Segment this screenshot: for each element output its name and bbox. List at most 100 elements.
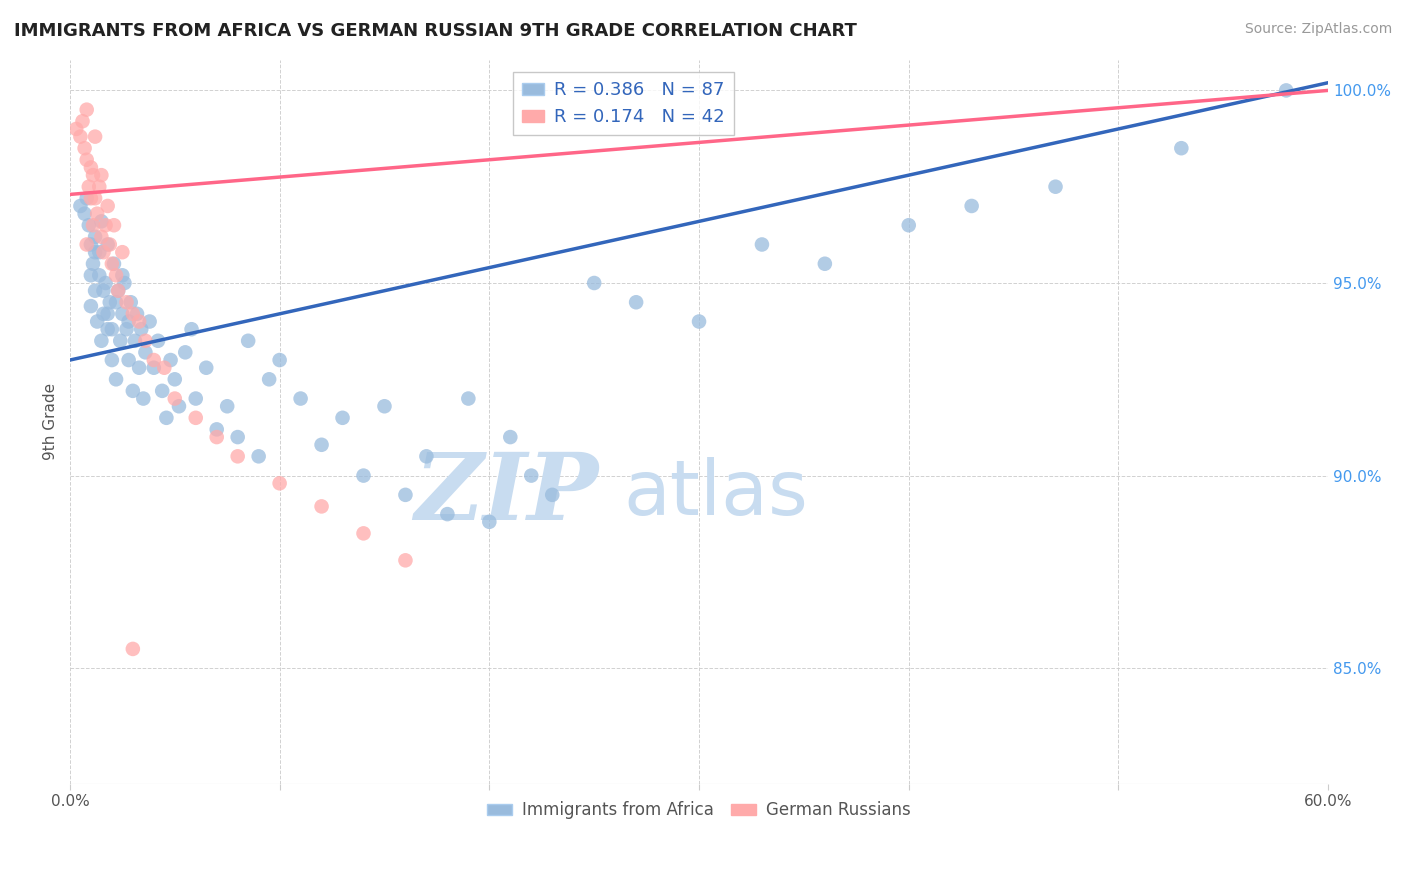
Immigrants from Africa	[415, 450, 437, 464]
Immigrants from Africa	[90, 334, 112, 348]
Immigrants from Africa	[80, 268, 103, 283]
Immigrants from Africa	[111, 268, 134, 283]
Immigrants from Africa	[457, 392, 479, 406]
German Russians	[353, 526, 375, 541]
Immigrants from Africa	[247, 450, 270, 464]
Immigrants from Africa	[290, 392, 312, 406]
Immigrants from Africa	[76, 191, 98, 205]
Immigrants from Africa	[184, 392, 207, 406]
German Russians	[69, 129, 91, 144]
Immigrants from Africa	[105, 372, 128, 386]
Immigrants from Africa	[93, 284, 115, 298]
Immigrants from Africa	[124, 334, 146, 348]
Immigrants from Africa	[121, 384, 143, 398]
German Russians	[65, 122, 87, 136]
Immigrants from Africa	[1170, 141, 1192, 155]
German Russians	[93, 245, 115, 260]
Immigrants from Africa	[159, 353, 181, 368]
German Russians	[184, 410, 207, 425]
German Russians	[107, 284, 129, 298]
German Russians	[84, 191, 107, 205]
Immigrants from Africa	[897, 218, 920, 232]
Immigrants from Africa	[120, 295, 142, 310]
German Russians	[98, 237, 121, 252]
Immigrants from Africa	[97, 237, 120, 252]
Text: IMMIGRANTS FROM AFRICA VS GERMAN RUSSIAN 9TH GRADE CORRELATION CHART: IMMIGRANTS FROM AFRICA VS GERMAN RUSSIAN…	[14, 22, 856, 40]
Immigrants from Africa	[84, 245, 107, 260]
Immigrants from Africa	[105, 295, 128, 310]
Immigrants from Africa	[69, 199, 91, 213]
German Russians	[90, 229, 112, 244]
Immigrants from Africa	[114, 276, 136, 290]
German Russians	[77, 179, 100, 194]
German Russians	[84, 129, 107, 144]
Immigrants from Africa	[90, 214, 112, 228]
Immigrants from Africa	[93, 307, 115, 321]
German Russians	[103, 218, 125, 232]
Immigrants from Africa	[146, 334, 169, 348]
German Russians	[163, 392, 186, 406]
Immigrants from Africa	[86, 314, 108, 328]
Immigrants from Africa	[111, 307, 134, 321]
Immigrants from Africa	[117, 353, 139, 368]
Immigrants from Africa	[125, 307, 148, 321]
Immigrants from Africa	[541, 488, 564, 502]
Immigrants from Africa	[107, 284, 129, 298]
Immigrants from Africa	[155, 410, 177, 425]
German Russians	[111, 245, 134, 260]
German Russians	[97, 199, 120, 213]
Y-axis label: 9th Grade: 9th Grade	[44, 383, 58, 460]
German Russians	[121, 641, 143, 656]
Immigrants from Africa	[217, 399, 239, 413]
Immigrants from Africa	[195, 360, 218, 375]
Immigrants from Africa	[1045, 179, 1067, 194]
German Russians	[205, 430, 228, 444]
German Russians	[82, 168, 104, 182]
German Russians	[80, 161, 103, 175]
Immigrants from Africa	[180, 322, 202, 336]
German Russians	[73, 141, 96, 155]
German Russians	[90, 168, 112, 182]
German Russians	[105, 268, 128, 283]
Immigrants from Africa	[478, 515, 501, 529]
German Russians	[226, 450, 249, 464]
German Russians	[76, 103, 98, 117]
Legend: Immigrants from Africa, German Russians: Immigrants from Africa, German Russians	[481, 795, 917, 826]
Immigrants from Africa	[353, 468, 375, 483]
Immigrants from Africa	[226, 430, 249, 444]
German Russians	[89, 179, 111, 194]
German Russians	[311, 500, 333, 514]
Immigrants from Africa	[150, 384, 173, 398]
Immigrants from Africa	[814, 257, 837, 271]
German Russians	[115, 295, 138, 310]
German Russians	[76, 237, 98, 252]
Immigrants from Africa	[128, 360, 150, 375]
Immigrants from Africa	[89, 245, 111, 260]
Immigrants from Africa	[97, 322, 120, 336]
Immigrants from Africa	[80, 237, 103, 252]
Immigrants from Africa	[311, 438, 333, 452]
German Russians	[82, 218, 104, 232]
Immigrants from Africa	[960, 199, 983, 213]
Immigrants from Africa	[332, 410, 354, 425]
Immigrants from Africa	[1275, 83, 1298, 97]
German Russians	[121, 307, 143, 321]
Immigrants from Africa	[110, 334, 132, 348]
German Russians	[86, 207, 108, 221]
Immigrants from Africa	[269, 353, 291, 368]
Text: atlas: atlas	[623, 457, 808, 531]
Immigrants from Africa	[138, 314, 160, 328]
Immigrants from Africa	[142, 360, 165, 375]
German Russians	[134, 334, 156, 348]
Immigrants from Africa	[97, 307, 120, 321]
Immigrants from Africa	[101, 322, 124, 336]
German Russians	[94, 218, 117, 232]
Immigrants from Africa	[134, 345, 156, 359]
Immigrants from Africa	[73, 207, 96, 221]
Immigrants from Africa	[167, 399, 190, 413]
Immigrants from Africa	[129, 322, 152, 336]
Immigrants from Africa	[89, 268, 111, 283]
Immigrants from Africa	[84, 284, 107, 298]
German Russians	[76, 153, 98, 167]
German Russians	[101, 257, 124, 271]
